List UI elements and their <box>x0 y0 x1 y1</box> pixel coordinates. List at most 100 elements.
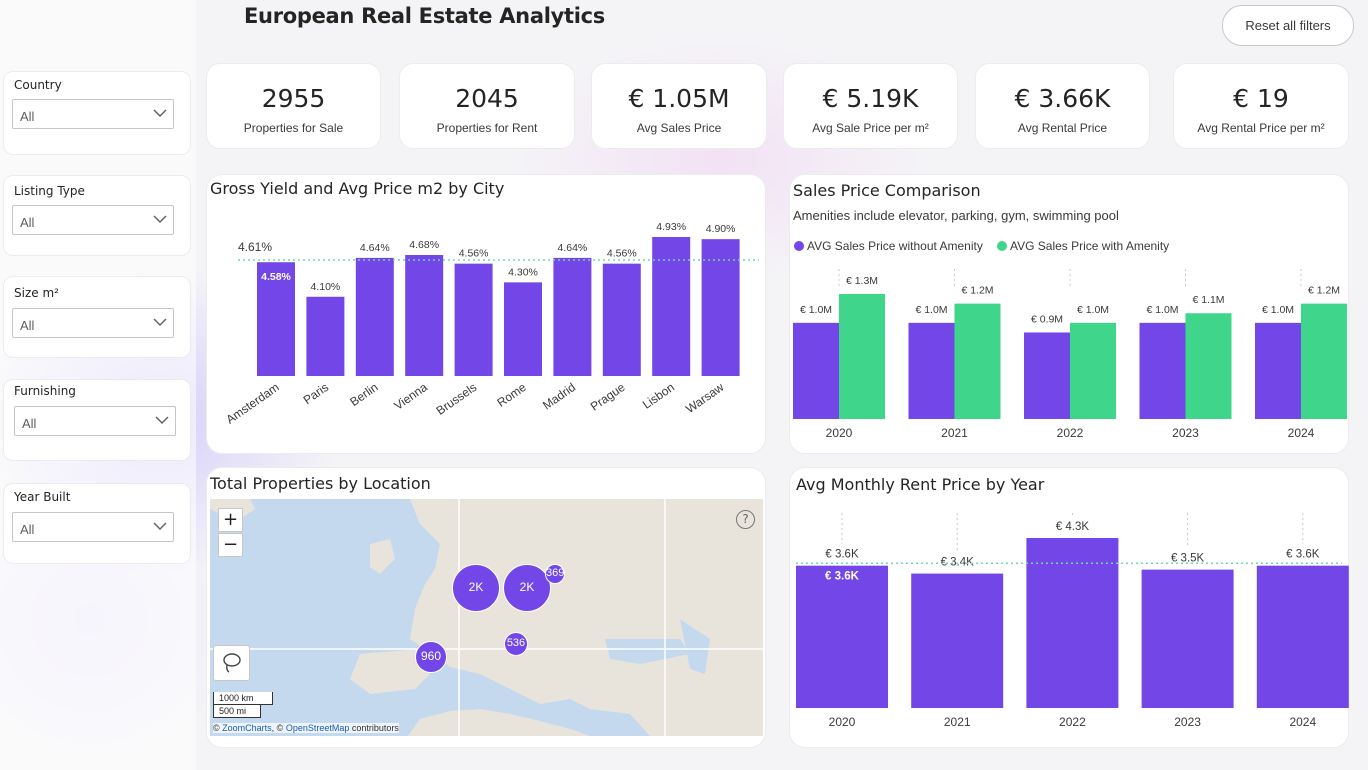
sales-comparison-subtitle: Amenities include elevator, parking, gym… <box>793 208 1119 223</box>
chevron-down-icon <box>153 318 167 326</box>
sales-bar <box>1024 332 1070 419</box>
sales-comparison-chart-title: Sales Price Comparison <box>793 181 981 200</box>
yield-data-label: 4.56% <box>459 248 489 260</box>
yield-data-label: 4.10% <box>311 281 341 293</box>
yield-bar <box>701 239 740 376</box>
filter-label: Listing Type <box>14 184 85 198</box>
location-cluster-bubble[interactable]: 2K <box>452 564 500 612</box>
location-cluster-bubble[interactable]: 960 <box>415 641 447 673</box>
sales-category-label: 2021 <box>941 426 968 440</box>
help-icon[interactable]: ? <box>736 510 755 529</box>
filter-year-built: Year Built All <box>3 483 191 564</box>
sales-category-label: 2023 <box>1172 426 1199 440</box>
rent-data-label: € 3.6K <box>825 549 859 561</box>
filter-label: Size m² <box>14 286 59 300</box>
yield-data-label: 4.58% <box>261 271 291 283</box>
rent-category-label: 2020 <box>829 715 856 729</box>
sales-bar <box>1301 303 1347 419</box>
attribution-separator: , © <box>271 723 284 733</box>
page-title: European Real Estate Analytics <box>244 4 605 28</box>
filter-listing-type: Listing Type All <box>3 175 191 256</box>
rent-bar <box>1026 538 1119 708</box>
yield-bar <box>652 237 691 376</box>
kpi-value: € 19 <box>1233 84 1289 113</box>
chevron-down-icon <box>155 416 169 424</box>
gross-yield-chart-title: Gross Yield and Avg Price m2 by City <box>210 179 505 198</box>
kpi-label: Avg Sale Price per m² <box>812 121 929 135</box>
yield-category-label: Paris <box>301 380 331 407</box>
location-cluster-bubble[interactable]: 2K <box>503 564 551 612</box>
sales-bar <box>908 322 955 419</box>
rent-category-label: 2023 <box>1174 715 1201 729</box>
scale-bar-km: 1000 km <box>213 692 273 705</box>
rent-data-label: € 4.3K <box>1056 521 1090 533</box>
yield-bar <box>257 262 295 376</box>
yield-bar <box>355 257 394 376</box>
sales-category-label: 2020 <box>826 426 853 440</box>
location-cluster-bubble[interactable]: 369 <box>545 564 565 584</box>
sales-bar <box>954 303 1001 419</box>
legend-label: AVG Sales Price with Amenity <box>1010 239 1169 253</box>
dropdown-value: All <box>22 416 37 431</box>
zoom-in-button[interactable]: + <box>218 508 243 532</box>
sales-category-label: 2022 <box>1057 426 1084 440</box>
kpi-avg-sales-price: € 1.05M Avg Sales Price <box>591 63 767 149</box>
kpi-label: Properties for Sale <box>243 121 344 135</box>
map-title: Total Properties by Location <box>210 474 431 493</box>
lasso-icon <box>223 653 241 673</box>
rent-category-label: 2024 <box>1289 715 1316 729</box>
kpi-avg-rental-price: € 3.66K Avg Rental Price <box>975 63 1150 149</box>
listing-type-dropdown[interactable]: All <box>12 205 174 235</box>
chevron-down-icon <box>153 215 167 223</box>
zoomcharts-link[interactable]: ZoomCharts <box>222 723 272 733</box>
rent-data-label: € 3.5K <box>1171 553 1205 565</box>
kpi-avg-rental-price-per-m2: € 19 Avg Rental Price per m² <box>1173 63 1349 149</box>
chevron-down-icon <box>153 109 167 117</box>
yield-category-label: Lisbon <box>640 380 677 412</box>
europe-map[interactable]: + − ? 2K 2K 369 536 960 1000 km 500 mi ©… <box>210 499 763 736</box>
avg-rent-chart-title: Avg Monthly Rent Price by Year <box>796 475 1045 494</box>
map-basemap <box>210 499 763 736</box>
yield-data-label: 4.64% <box>360 242 390 254</box>
year-built-dropdown[interactable]: All <box>12 512 174 542</box>
sales-data-label: € 0.9M <box>1031 313 1063 325</box>
rent-bar <box>911 573 1004 708</box>
size-dropdown[interactable]: All <box>12 308 174 338</box>
yield-bar <box>553 257 592 376</box>
dropdown-value: All <box>20 215 35 230</box>
filter-country: Country All <box>3 71 191 155</box>
lasso-select-button[interactable] <box>213 645 250 681</box>
yield-bar <box>602 263 641 376</box>
openstreetmap-link[interactable]: OpenStreetMap <box>285 723 350 733</box>
sales-comparison-chart: AVG Sales Price without Amenity AVG Sales… <box>793 239 1347 440</box>
yield-bar <box>454 263 493 376</box>
yield-category-label: Madrid <box>540 380 578 413</box>
yield-bar <box>405 255 444 376</box>
zoom-out-button[interactable]: − <box>218 533 243 557</box>
dropdown-value: All <box>20 109 35 124</box>
location-cluster-bubble[interactable]: 536 <box>504 632 528 656</box>
dropdown-value: All <box>20 522 35 537</box>
sales-data-label: € 1.0M <box>1077 304 1109 316</box>
yield-bar <box>504 282 542 376</box>
yield-bar <box>306 296 345 376</box>
yield-category-label: Rome <box>494 380 529 410</box>
kpi-properties-for-sale: 2955 Properties for Sale <box>206 63 381 149</box>
yield-category-label: Prague <box>588 380 628 414</box>
yield-data-label: 4.64% <box>558 242 588 254</box>
sales-data-label: € 1.0M <box>915 304 947 316</box>
kpi-label: Avg Rental Price per m² <box>1197 121 1325 135</box>
yield-data-label: 4.90% <box>706 223 736 235</box>
reset-filters-button[interactable]: Reset all filters <box>1222 5 1354 46</box>
yield-data-label: 4.56% <box>607 248 637 260</box>
legend-marker <box>794 241 804 251</box>
chevron-down-icon <box>153 522 167 530</box>
country-dropdown[interactable]: All <box>12 99 174 129</box>
furnishing-dropdown[interactable]: All <box>14 406 176 436</box>
yield-data-label: 4.68% <box>409 239 439 251</box>
filter-label: Year Built <box>14 490 71 504</box>
yield-average-label: 4.61% <box>238 240 272 254</box>
kpi-avg-sale-price-per-m2: € 5.19K Avg Sale Price per m² <box>783 63 958 149</box>
attribution-prefix: © <box>213 723 220 733</box>
